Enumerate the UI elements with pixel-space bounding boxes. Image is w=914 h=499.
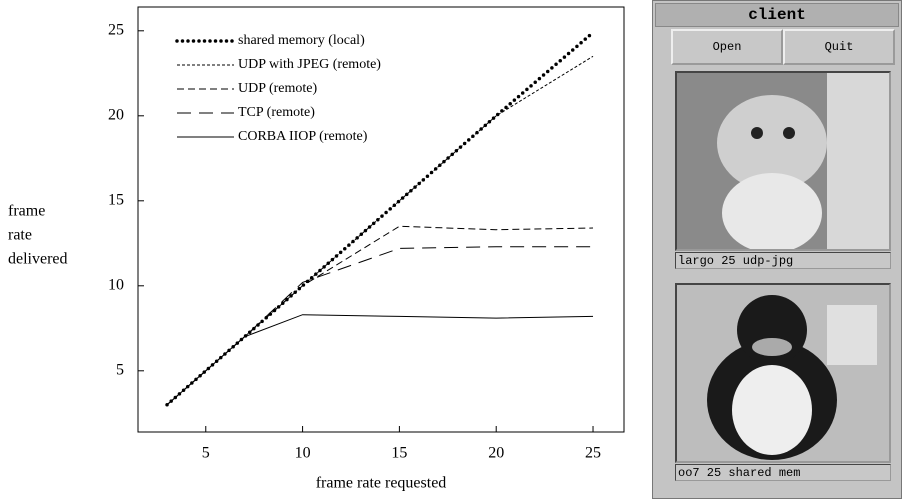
legend-label: CORBA IIOP (remote) bbox=[238, 129, 368, 144]
legend-label: shared memory (local) bbox=[238, 33, 365, 48]
x-tick-label: 5 bbox=[202, 445, 210, 462]
video-frame bbox=[677, 285, 889, 461]
legend-label: TCP (remote) bbox=[238, 105, 315, 120]
video-view bbox=[675, 283, 891, 463]
y-axis-label: rate bbox=[8, 227, 32, 244]
x-tick-label: 25 bbox=[585, 445, 601, 462]
series-line bbox=[166, 55, 594, 406]
x-tick-label: 10 bbox=[295, 445, 311, 462]
quit-button[interactable]: Quit bbox=[783, 29, 895, 65]
y-tick-label: 20 bbox=[108, 106, 124, 123]
y-axis-label: frame bbox=[8, 203, 45, 220]
series-line bbox=[166, 246, 594, 406]
series-line bbox=[166, 314, 594, 406]
y-axis-label: delivered bbox=[8, 251, 68, 268]
series-line bbox=[166, 225, 594, 406]
view-caption: oo7 25 shared mem bbox=[675, 464, 891, 481]
plot-frame bbox=[137, 6, 625, 433]
y-tick-label: 5 bbox=[116, 361, 124, 378]
video-view bbox=[675, 71, 891, 251]
x-tick-label: 20 bbox=[488, 445, 504, 462]
y-tick-label: 10 bbox=[108, 276, 124, 293]
y-tick-label: 25 bbox=[108, 21, 124, 38]
open-button[interactable]: Open bbox=[671, 29, 783, 65]
legend-label: UDP with JPEG (remote) bbox=[238, 57, 381, 72]
y-tick-label: 15 bbox=[108, 191, 124, 208]
x-tick-label: 15 bbox=[391, 445, 407, 462]
x-axis-label: frame rate requested bbox=[316, 475, 447, 492]
legend-label: UDP (remote) bbox=[238, 81, 318, 96]
chart: 5 10 15 20 25 5 10 15 20 25 frame rate requested fr… bbox=[8, 6, 625, 492]
video-frame bbox=[677, 73, 889, 249]
client-window: client Open Quit largo 25 udp-jpg oo7 25… bbox=[652, 0, 902, 499]
window-title: client bbox=[655, 3, 899, 27]
view-caption: largo 25 udp-jpg bbox=[675, 252, 891, 269]
